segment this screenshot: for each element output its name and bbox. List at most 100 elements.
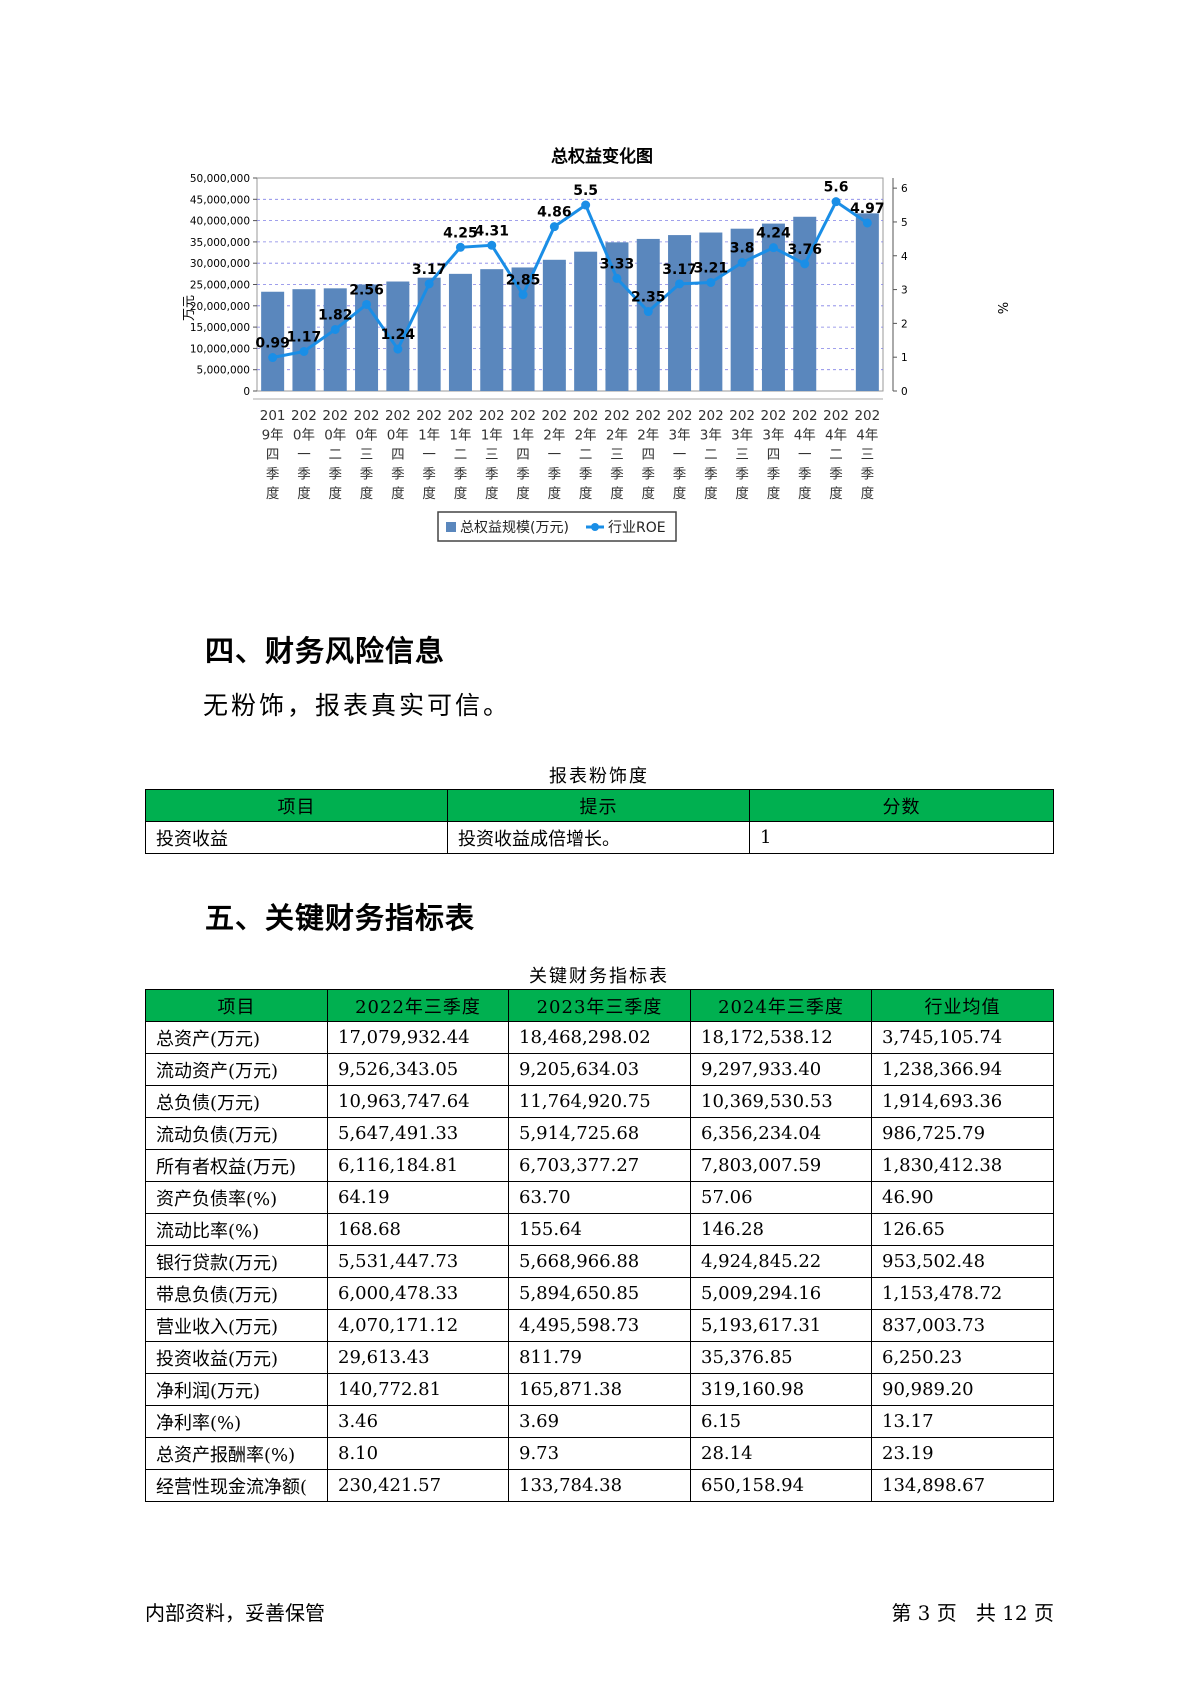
x-tick-label: 0年 — [324, 428, 346, 444]
bar — [761, 223, 785, 391]
table-cell: 6.15 — [690, 1405, 872, 1438]
x-tick-label: 季 — [266, 467, 280, 483]
header-cell: 行业均值 — [871, 989, 1054, 1022]
table-cell: 银行贷款(万元) — [145, 1245, 328, 1278]
table-cell: 5,647,491.33 — [327, 1117, 509, 1150]
section4-text: 无粉饰，报表真实可信。 — [203, 691, 512, 720]
roe-data-label: 1.82 — [318, 307, 353, 323]
roe-data-label: 1.24 — [381, 327, 416, 343]
x-tick-label: 四 — [266, 447, 280, 463]
y-tick-label: 35,000,000 — [190, 237, 250, 249]
table-cell: 所有者权益(万元) — [145, 1149, 328, 1182]
x-tick-label: 202 — [479, 408, 505, 424]
table-row: 所有者权益(万元) 6,116,184.81 6,703,377.27 7,803,0… — [145, 1149, 1054, 1182]
table-row: 净利润(万元) 140,772.81 165,871.38 319,160.98 90,… — [145, 1373, 1054, 1406]
y2-tick-label: 2 — [901, 318, 908, 330]
roe-point — [518, 290, 528, 300]
x-tick-label: 2年 — [543, 428, 565, 444]
table-cell: 营业收入(万元) — [145, 1309, 328, 1342]
table-header-row: 项目 提示 分数 — [145, 789, 1054, 822]
roe-data-label: 3.17 — [412, 262, 447, 278]
x-tick-label: 202 — [510, 408, 536, 424]
y-tick-label: 45,000,000 — [190, 194, 250, 206]
table-row: 总负债(万元) 10,963,747.64 11,764,920.75 10,369,… — [145, 1085, 1054, 1118]
roe-point — [800, 259, 810, 269]
y-tick-label: 10,000,000 — [190, 343, 250, 355]
bar — [605, 242, 629, 391]
table-cell: 总负债(万元) — [145, 1085, 328, 1118]
table-cell: 3,745,105.74 — [871, 1021, 1054, 1054]
x-tick-label: 1年 — [512, 428, 534, 444]
x-tick-label: 度 — [297, 486, 311, 502]
legend-line-label: 行业ROE — [608, 520, 666, 536]
x-tick-label: 季 — [861, 467, 875, 483]
x-tick-label: 9年 — [262, 428, 284, 444]
x-tick-label: 0年 — [356, 428, 378, 444]
table-cell: 6,356,234.04 — [690, 1117, 872, 1150]
roe-point — [549, 222, 559, 232]
x-tick-label: 度 — [767, 486, 781, 502]
x-tick-label: 202 — [854, 408, 880, 424]
x-tick-label: 度 — [454, 486, 468, 502]
x-tick-label: 度 — [422, 486, 436, 502]
x-tick-label: 4年 — [794, 428, 816, 444]
table-row: 流动资产(万元) 9,526,343.05 9,205,634.03 9,297,93… — [145, 1053, 1054, 1086]
table-cell: 165,871.38 — [508, 1373, 691, 1406]
x-tick-label: 度 — [516, 486, 530, 502]
roe-line — [272, 199, 869, 360]
table-cell: 5,894,650.85 — [508, 1277, 691, 1310]
y-tick-label: 40,000,000 — [190, 216, 250, 228]
roe-point — [487, 240, 497, 250]
table-cell: 10,963,747.64 — [327, 1085, 509, 1118]
table-cell: 总资产报酬率(%) — [145, 1437, 328, 1470]
table-cell: 18,172,538.12 — [690, 1021, 872, 1054]
table-cell: 90,989.20 — [871, 1373, 1054, 1406]
bar — [261, 291, 285, 391]
roe-data-label: 1.17 — [287, 329, 322, 345]
table-cell: 11,764,920.75 — [508, 1085, 691, 1118]
bar — [323, 288, 347, 391]
table-cell: 6,703,377.27 — [508, 1149, 691, 1182]
x-tick-label: 四 — [516, 447, 530, 463]
legend-box — [437, 511, 677, 542]
x-tick-label: 3年 — [669, 428, 691, 444]
table-row: 总资产报酬率(%) 8.10 9.73 28.14 23.19 — [145, 1437, 1054, 1470]
x-tick-label: 度 — [329, 486, 343, 502]
table-cell: 10,369,530.53 — [690, 1085, 872, 1118]
table-cell: 64.19 — [327, 1181, 509, 1214]
y-tick-label: 30,000,000 — [190, 258, 250, 270]
table-cell: 5,009,294.16 — [690, 1277, 872, 1310]
table-cell: 总资产(万元) — [145, 1021, 328, 1054]
x-tick-label: 202 — [448, 408, 474, 424]
line-series: 0.991.17 1.82 2.56 1.24 3.17 4.254.31 2.85 4.86… — [255, 180, 885, 363]
table-cell: 6,116,184.81 — [327, 1149, 509, 1182]
x-tick-label: 四 — [642, 447, 656, 463]
y-tick-label: 15,000,000 — [190, 322, 250, 334]
x-tick-label: 季 — [454, 467, 468, 483]
table-cell: 带息负债(万元) — [145, 1277, 328, 1310]
roe-data-label: 3.21 — [694, 260, 729, 276]
x-tick-label: 202 — [322, 408, 348, 424]
x-tick-label: 季 — [579, 467, 593, 483]
x-tick-label: 202 — [792, 408, 818, 424]
table-cell: 126.65 — [871, 1213, 1054, 1246]
x-tick-label: 度 — [642, 486, 656, 502]
header-cell: 提示 — [447, 789, 750, 822]
table-cell: 1,830,412.38 — [871, 1149, 1054, 1182]
table-header-row: 项目 2022年三季度 2023年三季度 2024年三季度 行业均值 — [145, 989, 1054, 1022]
table-cell: 投资收益 — [145, 821, 448, 854]
y2-tick-label: 6 — [901, 183, 908, 195]
roe-data-label: 2.56 — [349, 282, 384, 298]
bar — [480, 269, 504, 391]
table-cell: 650,158.94 — [690, 1469, 872, 1502]
x-tick-label: 四 — [767, 447, 781, 463]
table-cell: 1,914,693.36 — [871, 1085, 1054, 1118]
roe-data-label: 5.6 — [824, 180, 849, 196]
y-tick-label: 50,000,000 — [190, 173, 250, 185]
table-cell: 流动资产(万元) — [145, 1053, 328, 1086]
roe-data-label: 4.24 — [756, 226, 791, 242]
table-cell: 经营性现金流净额( — [145, 1469, 328, 1502]
legend-line-marker — [591, 523, 599, 531]
x-tick-label: 二 — [704, 447, 718, 463]
table-cell: 9,297,933.40 — [690, 1053, 872, 1086]
